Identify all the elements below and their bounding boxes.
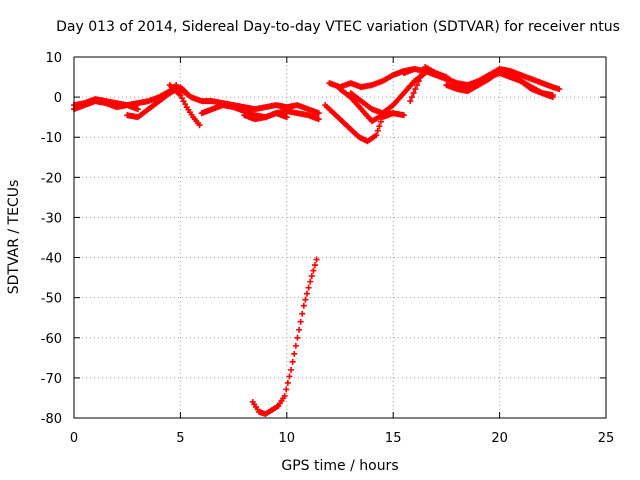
series-track-j	[322, 102, 397, 145]
series-track-e	[177, 86, 322, 117]
plot-frame	[73, 56, 607, 419]
data-point	[417, 74, 424, 81]
y-tick-label: 10	[45, 51, 62, 66]
series-track-b	[71, 98, 141, 113]
data-points	[71, 64, 563, 417]
data-point	[180, 98, 187, 105]
data-point	[315, 110, 322, 117]
data-point	[410, 90, 417, 97]
data-point	[134, 106, 141, 113]
data-point	[196, 122, 203, 129]
series-track-d	[166, 82, 203, 129]
data-point	[291, 350, 298, 357]
y-tick-label: -70	[41, 372, 62, 387]
data-point	[288, 366, 295, 373]
data-point	[374, 127, 381, 134]
y-tick-label: -30	[41, 211, 62, 226]
x-tick-label: 0	[70, 431, 78, 446]
data-point	[286, 373, 293, 380]
data-point	[408, 94, 415, 101]
series-track-o	[443, 70, 556, 99]
data-point	[373, 132, 380, 139]
data-point	[310, 267, 317, 274]
data-point	[549, 92, 556, 99]
x-axis-label: GPS time / hours	[281, 458, 398, 474]
y-tick-label: -80	[41, 412, 62, 427]
x-tick-label: 5	[176, 431, 184, 446]
series-track-c	[124, 84, 190, 121]
series-track-g	[241, 110, 290, 123]
x-tick-label: 10	[279, 431, 296, 446]
data-point	[418, 71, 425, 78]
data-point	[302, 296, 309, 303]
data-point	[376, 123, 383, 130]
data-point	[178, 95, 185, 102]
data-point	[283, 386, 290, 393]
data-point	[414, 82, 421, 89]
data-point	[294, 334, 301, 341]
data-point	[311, 262, 318, 269]
y-tick-label: -50	[41, 292, 62, 307]
data-point	[289, 358, 296, 365]
data-point	[182, 101, 189, 108]
data-point	[297, 318, 304, 325]
data-point	[300, 302, 307, 309]
data-point	[556, 86, 563, 93]
data-point	[313, 256, 320, 263]
y-tick-label: 0	[54, 91, 62, 106]
data-point	[315, 116, 322, 123]
gridlines	[74, 57, 606, 418]
x-tick-label: 25	[598, 431, 615, 446]
data-point	[177, 92, 184, 99]
data-point	[296, 326, 303, 333]
y-axis-label: SDTVAR / TECUs	[6, 180, 22, 295]
data-point	[281, 392, 288, 399]
series-track-k	[337, 86, 407, 125]
data-point	[412, 86, 419, 93]
data-point	[420, 67, 427, 74]
data-point	[305, 284, 312, 291]
data-point	[377, 118, 384, 125]
y-tick-label: -60	[41, 332, 62, 347]
data-point	[308, 273, 315, 280]
x-tick-label: 20	[491, 431, 508, 446]
x-tick-label: 15	[385, 431, 402, 446]
data-point	[304, 290, 311, 297]
y-tick-label: -20	[41, 171, 62, 186]
data-point	[407, 98, 414, 105]
y-tick-label: -40	[41, 252, 62, 267]
data-point	[283, 114, 290, 121]
chart-title: Day 013 of 2014, Sidereal Day-to-day VTE…	[56, 19, 620, 35]
series-track-h	[249, 256, 320, 417]
data-point	[299, 310, 306, 317]
data-point	[292, 342, 299, 349]
y-tick-label: -10	[41, 131, 62, 146]
data-point	[400, 112, 407, 119]
data-point	[307, 278, 314, 285]
data-point	[415, 78, 422, 85]
data-point	[284, 379, 291, 386]
